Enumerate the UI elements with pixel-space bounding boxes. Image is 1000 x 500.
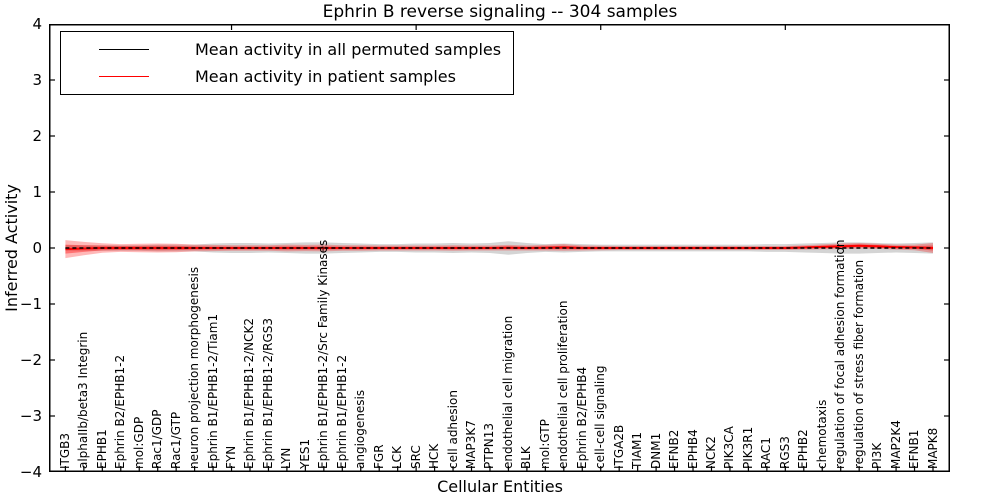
y-tick-label: −4: [19, 463, 42, 481]
x-tick-label: EPHB4: [685, 429, 700, 469]
legend: Mean activity in all permuted samples Me…: [60, 31, 514, 95]
x-tick-label: cell adhesion: [445, 390, 460, 469]
x-tick-label: regulation of stress fiber formation: [851, 259, 866, 469]
legend-item-patient: Mean activity in patient samples: [61, 67, 513, 86]
legend-line-patient-icon: [99, 76, 149, 77]
x-tick-label: FYN: [224, 445, 239, 469]
x-tick-label: Ephrin B2/EPHB1-2: [113, 354, 128, 469]
x-tick-label: PI3K: [870, 442, 885, 469]
x-tick-label: Rac1/GDP: [150, 409, 165, 469]
x-tick-label: RAC1: [759, 437, 774, 469]
x-tick-label: Ephrin B1/EPHB1-2/NCK2: [242, 318, 257, 469]
legend-item-permuted: Mean activity in all permuted samples: [61, 40, 513, 59]
x-tick-label: PIK3CA: [722, 426, 737, 469]
x-tick-label: EFNB2: [667, 429, 682, 469]
x-tick-label: Ephrin B1/EPHB1-2/Tiam1: [205, 313, 220, 469]
x-tick-label: BLK: [519, 446, 534, 469]
x-tick-label: RGS3: [777, 436, 792, 469]
x-tick-label: LYN: [279, 447, 294, 469]
x-tick-label: chemotaxis: [814, 399, 829, 469]
x-tick-label: MAPK8: [925, 427, 940, 469]
x-axis-label: Cellular Entities: [437, 477, 563, 496]
y-tick-label: −2: [19, 351, 42, 369]
x-tick-label: MAP3K7: [464, 420, 478, 469]
x-tick-label: PTPN13: [482, 422, 497, 469]
y-tick-label: 1: [32, 183, 42, 201]
legend-label-permuted: Mean activity in all permuted samples: [195, 40, 502, 59]
x-tick-label: endothelial cell proliferation: [556, 300, 571, 469]
x-tick-label: EPHB2: [796, 429, 811, 469]
x-tick-label: DNM1: [648, 432, 663, 469]
x-tick-label: EFNB1: [907, 429, 922, 469]
patient-inner-band: [65, 244, 933, 254]
x-tick-label: neuron projection morphogenesis: [187, 266, 202, 469]
x-tick-label: LCK: [390, 446, 405, 469]
x-tick-label: endothelial cell migration: [500, 315, 515, 469]
y-tick-label: 2: [32, 127, 42, 145]
x-tick-label: FGR: [371, 444, 386, 469]
y-tick-label: 3: [32, 71, 42, 89]
x-tick-label: TIAM1: [630, 431, 645, 469]
legend-line-permuted-icon: [99, 49, 149, 50]
x-tick-label: Ephrin B1/EPHB1-2/Src Family Kinases: [316, 239, 331, 469]
x-tick-label: SRC: [408, 445, 423, 469]
x-tick-label: EPHB1: [94, 429, 109, 469]
y-tick-label: −1: [19, 295, 42, 313]
patient-std-band: [65, 240, 933, 259]
x-tick-label: MAP2K4: [888, 420, 903, 469]
x-tick-label: Ephrin B1/EPHB1-2: [334, 354, 349, 469]
y-tick-label: −3: [19, 407, 42, 425]
plot-frame: [49, 24, 950, 472]
x-tick-label: regulation of focal adhesion formation: [833, 239, 848, 469]
x-tick-label: ITGA2B: [611, 424, 626, 469]
x-tick-label: angiogenesis: [353, 389, 368, 469]
x-tick-label: Rac1/GTP: [168, 411, 183, 469]
x-tick-label: ITGB3: [57, 432, 72, 469]
x-tick-label: mol:GTP: [537, 419, 552, 469]
x-tick-label: cell-cell signaling: [593, 365, 608, 470]
chart-title: Ephrin B reverse signaling -- 304 sample…: [322, 2, 678, 22]
plot-area: [49, 24, 950, 472]
y-tick-label: 0: [32, 239, 42, 257]
x-tick-label: mol:GDP: [131, 416, 146, 469]
x-tick-label: YES1: [297, 438, 312, 469]
legend-label-patient: Mean activity in patient samples: [195, 67, 456, 86]
y-tick-label: 4: [32, 15, 42, 33]
x-tick-label: alphaIIb/beta3 Integrin: [76, 331, 91, 469]
axis-ticks: [50, 24, 949, 472]
x-tick-label: NCK2: [703, 436, 718, 469]
x-tick-label: HCK: [427, 443, 442, 469]
x-tick-label: Ephrin B2/EPHB4: [574, 366, 589, 469]
x-tick-label: PIK3R1: [740, 426, 755, 469]
x-tick-label: Ephrin B1/EPHB1-2/RGS3: [260, 317, 275, 469]
